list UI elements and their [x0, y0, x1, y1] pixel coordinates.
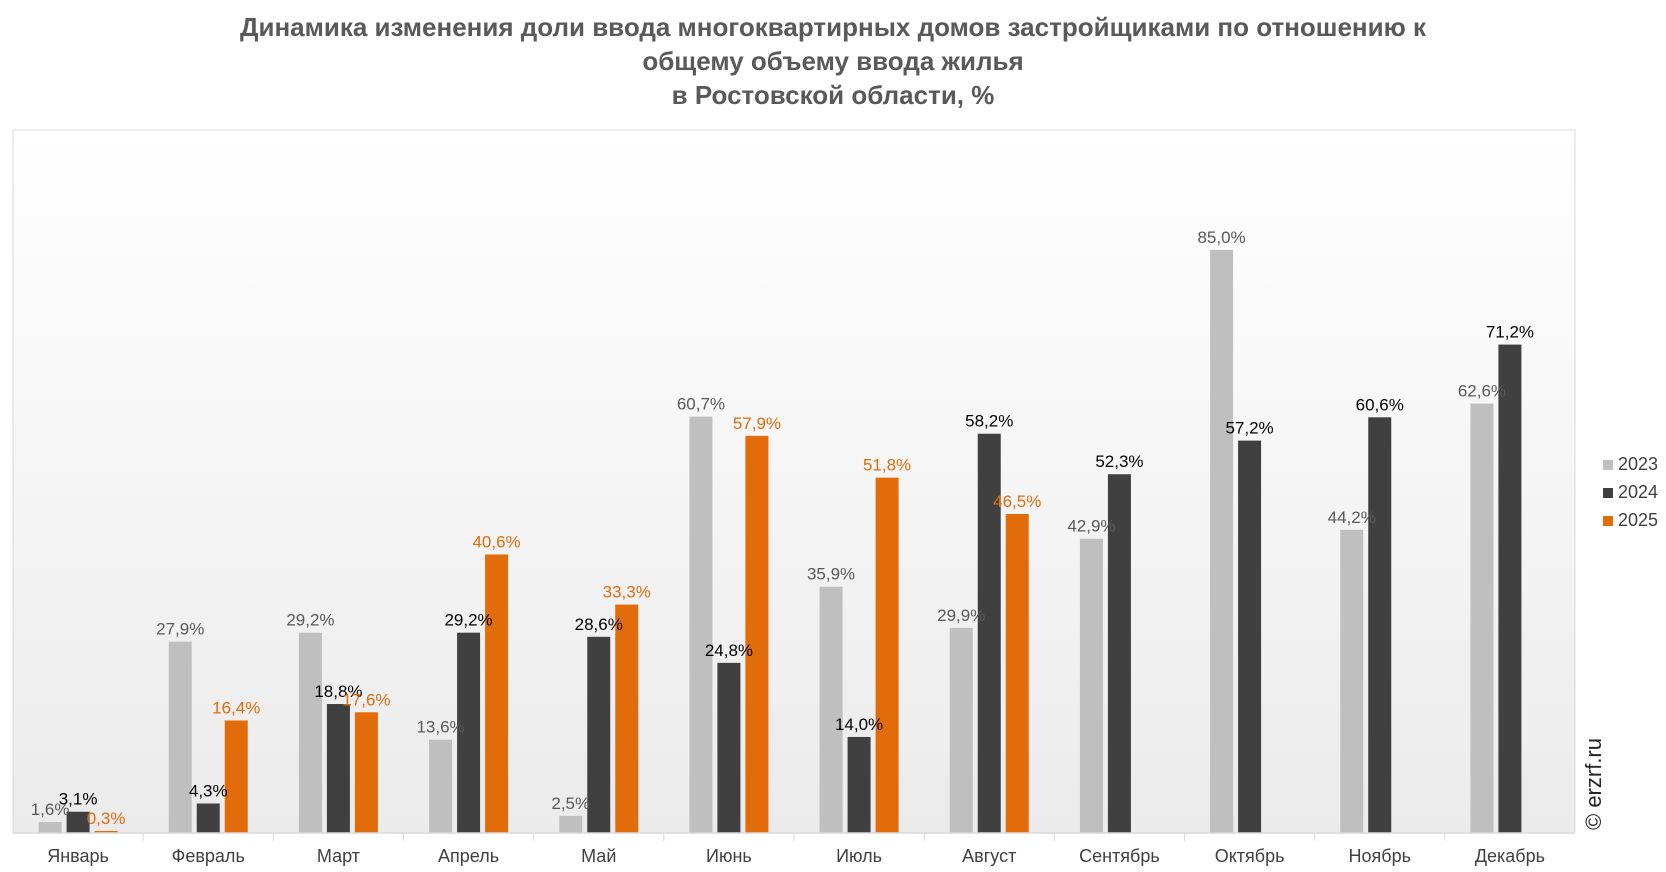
data-label-2024: 58,2% [965, 412, 1013, 431]
bar-2025 [94, 830, 118, 833]
legend: 2023 2024 2025 [1603, 454, 1658, 530]
data-label-2025: 40,6% [472, 532, 520, 551]
data-label-2023: 42,9% [1067, 517, 1115, 536]
data-label-2025: 0,3% [87, 809, 126, 828]
chart-title: Динамика изменения доли ввода многокварт… [0, 10, 1666, 112]
data-label-2023: 27,9% [156, 620, 204, 639]
x-tick-label: Апрель [438, 846, 499, 866]
bar-2023 [689, 416, 713, 833]
x-tick-label: Август [962, 846, 1016, 866]
bar-2025 [354, 712, 378, 833]
data-label-2023: 35,9% [807, 565, 855, 584]
bar-2024 [717, 662, 741, 833]
bar-2023 [559, 815, 583, 833]
data-label-2024: 29,2% [444, 611, 492, 630]
bar-2023 [949, 627, 973, 833]
chart-title-line-3: в Ростовской области, % [671, 80, 995, 110]
bar-2023 [819, 586, 843, 833]
data-label-2023: 1,6% [31, 800, 70, 819]
bar-2025 [1005, 514, 1029, 833]
bar-2023 [1340, 529, 1364, 833]
data-label-2025: 16,4% [212, 698, 260, 717]
x-tick-label: Февраль [172, 846, 245, 866]
bar-2023 [168, 641, 192, 833]
chart-title-line-2: общему объему ввода жилья [642, 46, 1024, 76]
data-label-2024: 14,0% [835, 715, 883, 734]
bar-2023 [429, 739, 453, 833]
chart-title-line-1: Динамика изменения доли ввода многокварт… [239, 12, 1427, 42]
data-label-2024: 71,2% [1486, 323, 1534, 342]
data-label-2025: 51,8% [863, 456, 911, 475]
bar-2025 [745, 435, 769, 833]
bar-2024 [326, 704, 350, 833]
bar-2024 [1368, 417, 1392, 833]
data-label-2023: 2,5% [551, 794, 590, 813]
legend-swatch-2025 [1603, 516, 1613, 526]
data-label-2025: 33,3% [603, 583, 651, 602]
data-label-2025: 57,9% [733, 414, 781, 433]
legend-swatch-2023 [1603, 460, 1613, 470]
bar-2025 [485, 554, 509, 833]
bar-2023 [1079, 538, 1103, 833]
bar-2024 [1107, 474, 1131, 833]
data-label-2023: 44,2% [1328, 508, 1376, 527]
bar-2024 [977, 433, 1001, 833]
x-tick-label: Январь [47, 846, 109, 866]
data-label-2023: 85,0% [1197, 228, 1245, 247]
x-tick-label: Март [317, 846, 360, 866]
bar-2025 [224, 720, 248, 833]
bar-2024 [66, 811, 90, 833]
bar-2024 [457, 632, 481, 833]
bar-2023 [1470, 403, 1494, 833]
data-label-2024: 60,6% [1356, 395, 1404, 414]
data-label-2025: 17,6% [342, 690, 390, 709]
data-label-2024: 3,1% [59, 790, 98, 809]
x-tick-label: Ноябрь [1349, 846, 1411, 866]
legend-label-2023: 2023 [1618, 454, 1658, 474]
plot-area [12, 129, 1576, 834]
data-label-2025: 46,5% [993, 492, 1041, 511]
x-tick-label: Октябрь [1215, 846, 1285, 866]
bar-2024 [847, 736, 871, 833]
data-label-2024: 18,8% [314, 682, 362, 701]
x-tick-label: Май [581, 846, 616, 866]
data-label-2024: 28,6% [575, 615, 623, 634]
data-label-2024: 24,8% [705, 641, 753, 660]
watermark: © erzrf.ru [1581, 738, 1606, 830]
data-label-2023: 13,6% [416, 718, 464, 737]
x-tick-label: Сентябрь [1079, 846, 1160, 866]
x-tick-label: Июль [836, 846, 882, 866]
x-tick-label: Июнь [706, 846, 752, 866]
x-tick-label: Декабрь [1475, 846, 1545, 866]
data-label-2023: 29,2% [286, 611, 334, 630]
bar-2024 [1238, 440, 1262, 833]
bar-2025 [615, 604, 639, 833]
legend-swatch-2024 [1603, 488, 1613, 498]
data-label-2023: 29,9% [937, 606, 985, 625]
legend-label-2024: 2024 [1618, 482, 1658, 502]
bar-2023 [1210, 249, 1234, 833]
data-label-2023: 60,7% [677, 395, 725, 414]
bar-2023 [38, 822, 62, 833]
data-label-2024: 4,3% [189, 782, 228, 801]
legend-label-2025: 2025 [1618, 510, 1658, 530]
bar-2024 [196, 803, 220, 833]
bar-2024 [1498, 344, 1522, 833]
bar-2024 [587, 636, 611, 833]
data-label-2024: 57,2% [1225, 419, 1273, 438]
data-label-2024: 52,3% [1095, 452, 1143, 471]
bar-2023 [298, 632, 322, 833]
bar-2025 [875, 477, 899, 833]
data-label-2023: 62,6% [1458, 382, 1506, 401]
